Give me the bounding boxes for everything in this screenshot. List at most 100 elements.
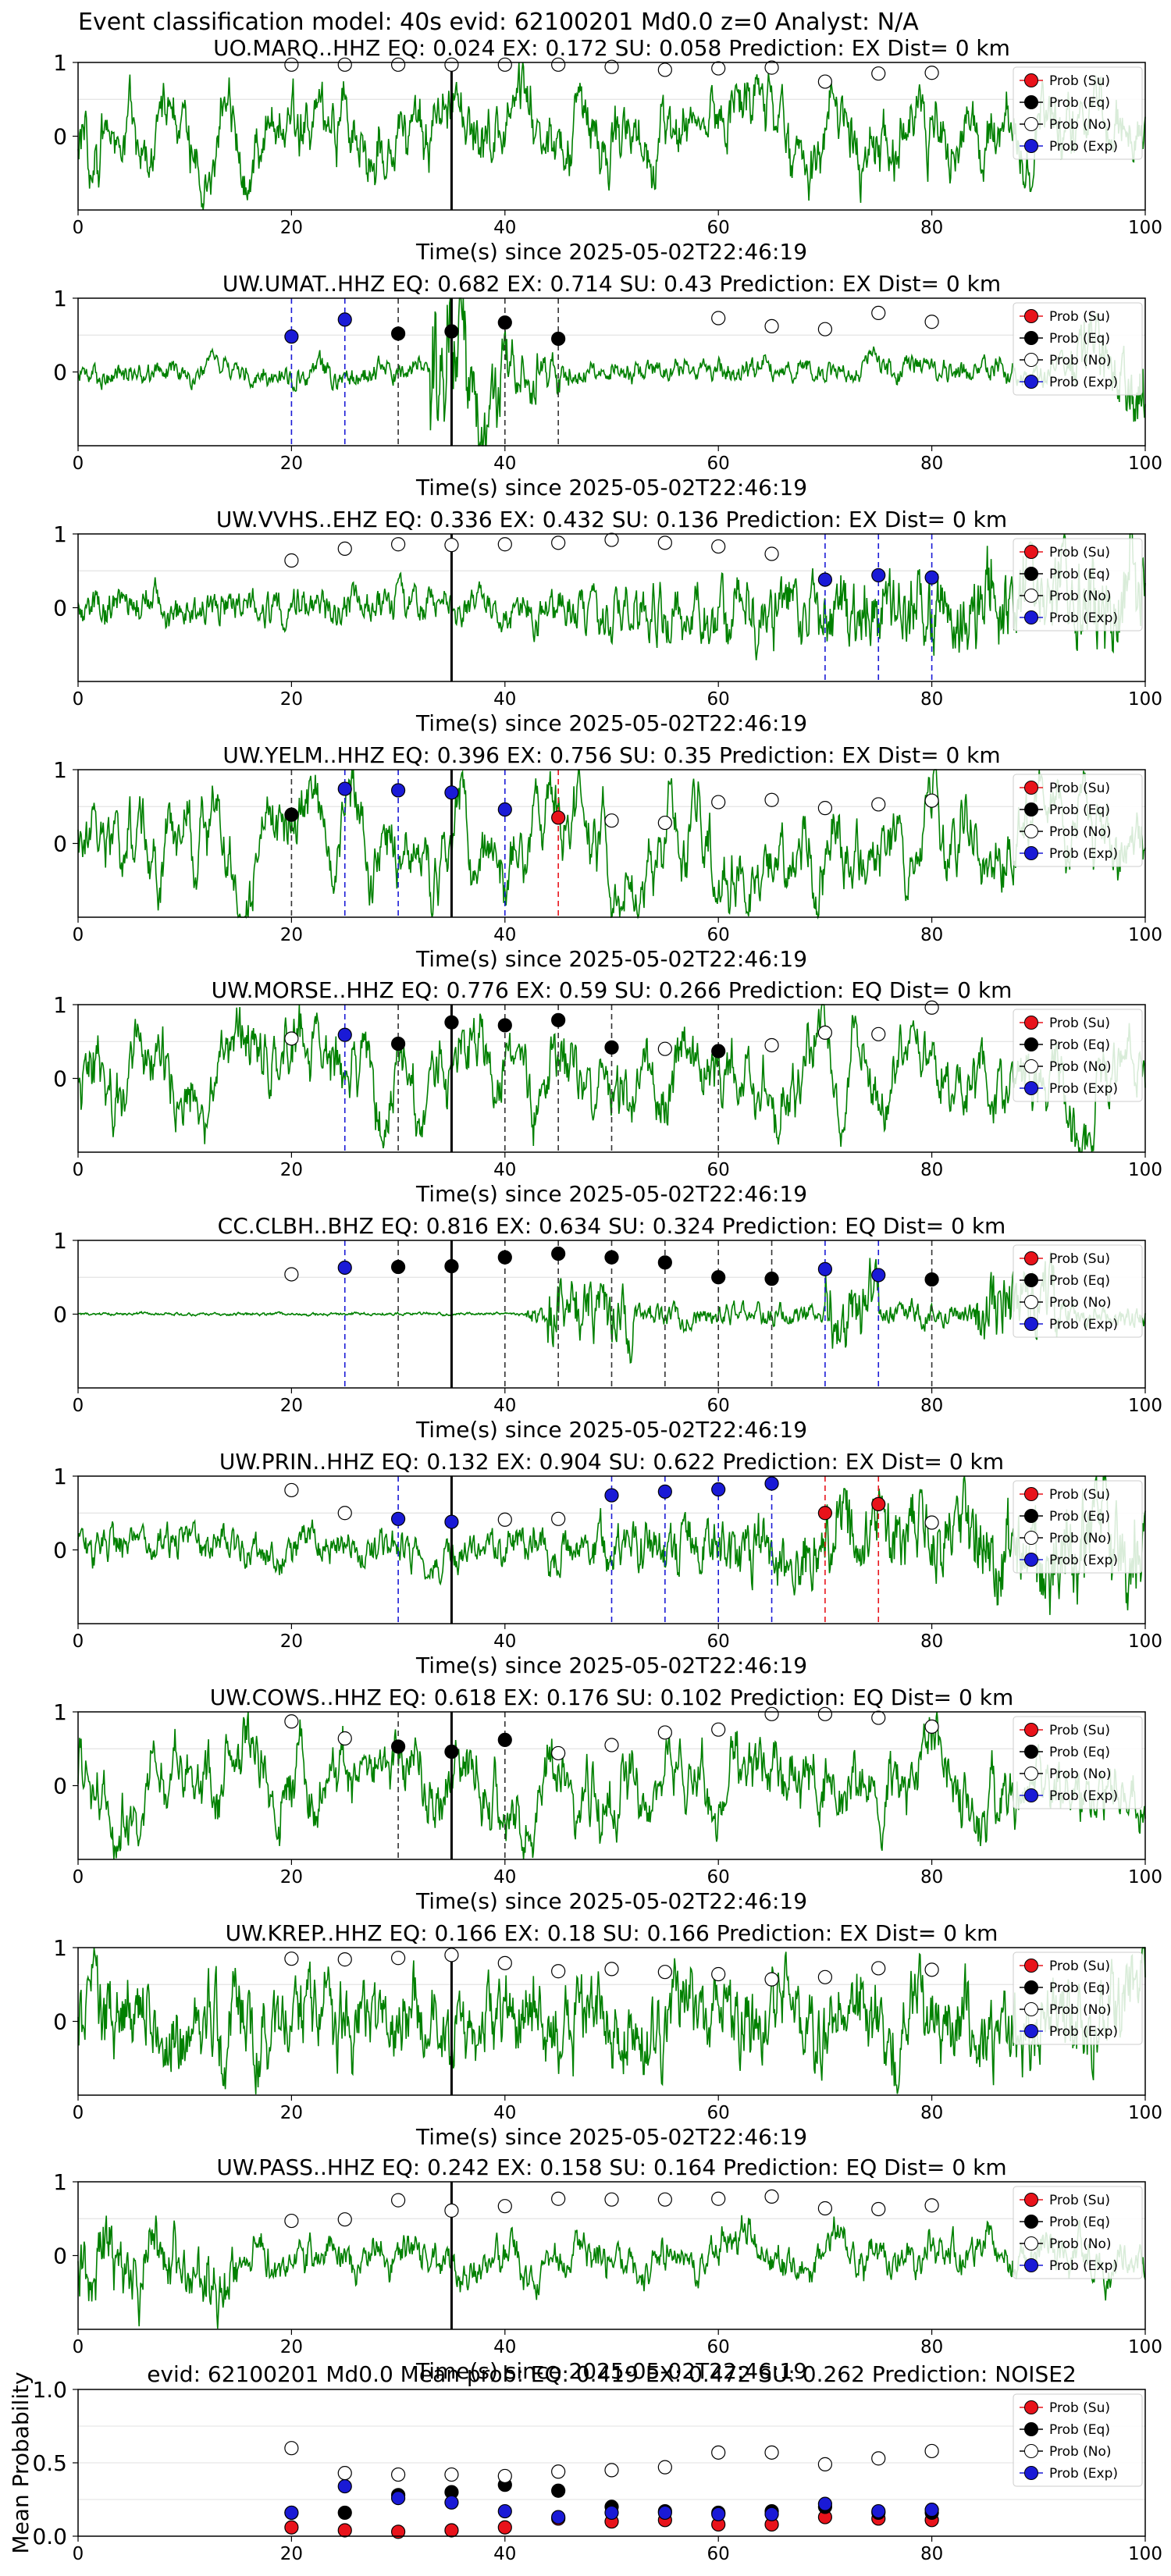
x-tick-label: 40 xyxy=(493,1631,516,1652)
x-tick-label: 60 xyxy=(707,689,730,710)
prob-point-no xyxy=(497,57,512,72)
y-tick-label: 1 xyxy=(53,757,67,783)
x-axis-label: Time(s) since 2025-05-02T22:46:19 xyxy=(415,2124,807,2150)
legend-label: Prob (Su) xyxy=(1049,1016,1110,1031)
mean-point-exp xyxy=(391,2491,406,2506)
panel-title: evid: 62100201 Md0.0 Mean prob: EQ: 0.41… xyxy=(147,2361,1077,2387)
y-tick-label: 1 xyxy=(53,2169,67,2195)
legend-label: Prob (Eq) xyxy=(1049,802,1110,818)
legend-label: Prob (No) xyxy=(1049,824,1112,840)
x-tick-label: 80 xyxy=(920,689,943,710)
prob-point-no xyxy=(551,1964,566,1979)
legend-marker-eq xyxy=(1024,1037,1038,1051)
legend-marker-exp xyxy=(1024,610,1038,624)
y-tick-label: 0 xyxy=(53,1538,67,1564)
legend-marker-eq xyxy=(1024,1980,1038,1994)
prob-point-no xyxy=(604,1962,619,1976)
x-tick-label: 80 xyxy=(920,925,943,945)
x-tick-label: 0 xyxy=(73,1160,84,1180)
legend-box xyxy=(1013,538,1143,632)
legend-label: Prob (Su) xyxy=(1049,73,1110,89)
prob-point-no xyxy=(497,537,512,552)
x-tick-label: 0 xyxy=(73,925,84,945)
legend-label: Prob (Eq) xyxy=(1049,1273,1110,1289)
legend-box xyxy=(1013,302,1143,396)
mean-point-su xyxy=(337,2523,352,2538)
prob-point-no xyxy=(551,1745,566,1761)
prob-point-eq xyxy=(444,1258,459,1274)
x-tick-label: 100 xyxy=(1128,1396,1162,1416)
legend-label: Prob (Eq) xyxy=(1049,567,1110,582)
prob-point-no xyxy=(391,2193,406,2208)
prob-point-no xyxy=(284,1482,299,1498)
prob-point-no xyxy=(871,1961,886,1976)
x-tick-label: 20 xyxy=(280,218,303,238)
prob-point-no xyxy=(551,57,566,72)
y-tick-label: 1 xyxy=(53,50,67,76)
legend-label: Prob (Exp) xyxy=(1049,375,1118,390)
x-tick-label: 0 xyxy=(73,1396,84,1416)
prob-point-no xyxy=(817,74,833,89)
prob-point-no xyxy=(817,1706,833,1721)
prob-point-no xyxy=(924,1962,939,1977)
prob-point-eq xyxy=(551,1246,566,1261)
mean-point-eq xyxy=(551,2483,566,2498)
x-tick-label: 20 xyxy=(280,2337,303,2357)
prob-point-exp xyxy=(337,1260,352,1276)
waveform-trace xyxy=(77,533,1146,660)
y-tick-label: 0 xyxy=(53,1302,67,1328)
y-tick-label: 0 xyxy=(53,124,67,150)
station-panel: UW.UMAT..HHZ EQ: 0.682 EX: 0.714 SU: 0.4… xyxy=(53,271,1162,500)
legend-label: Prob (No) xyxy=(1049,2444,1112,2460)
x-tick-label: 40 xyxy=(493,1160,516,1180)
prob-point-exp xyxy=(711,1482,726,1497)
prob-point-no xyxy=(551,2191,566,2206)
prob-point-no xyxy=(337,1731,352,1746)
mean-point-su xyxy=(444,2523,459,2538)
panel-title: UO.MARQ..HHZ EQ: 0.024 EX: 0.172 SU: 0.0… xyxy=(213,35,1010,61)
prob-point-eq xyxy=(551,1012,566,1027)
x-tick-label: 80 xyxy=(920,2103,943,2123)
station-panel: UW.KREP..HHZ EQ: 0.166 EX: 0.18 SU: 0.16… xyxy=(53,1920,1162,2150)
legend-marker-exp xyxy=(1024,2258,1038,2272)
x-tick-label: 100 xyxy=(1128,2337,1162,2357)
legend-label: Prob (Eq) xyxy=(1049,1509,1110,1525)
mean-point-no xyxy=(817,2457,833,2471)
x-tick-label: 100 xyxy=(1128,689,1162,710)
prob-point-no xyxy=(711,795,726,809)
legend-marker-eq xyxy=(1024,802,1038,817)
panel-title: UW.PASS..HHZ EQ: 0.242 EX: 0.158 SU: 0.1… xyxy=(216,2154,1006,2180)
prob-point-eq xyxy=(924,1272,939,1287)
legend-label: Prob (Exp) xyxy=(1049,1553,1118,1568)
legend-marker-exp xyxy=(1024,139,1038,153)
station-panel: UO.MARQ..HHZ EQ: 0.024 EX: 0.172 SU: 0.0… xyxy=(53,35,1162,265)
prob-point-eq xyxy=(604,1040,619,1055)
x-tick-label: 100 xyxy=(1128,2544,1162,2564)
prob-point-eq xyxy=(391,1739,406,1754)
panel-title: CC.CLBH..BHZ EQ: 0.816 EX: 0.634 SU: 0.3… xyxy=(218,1213,1006,1239)
mean-point-no xyxy=(924,2443,939,2459)
prob-point-eq xyxy=(391,326,406,341)
prob-point-no xyxy=(764,546,779,561)
legend-label: Prob (Eq) xyxy=(1049,1980,1110,1996)
prob-point-su xyxy=(551,810,566,825)
mean-point-no xyxy=(391,2467,406,2482)
prob-point-no xyxy=(924,1719,939,1734)
prob-point-no xyxy=(604,813,619,828)
prob-point-no xyxy=(284,1714,299,1729)
prob-point-no xyxy=(604,2192,619,2207)
legend-label: Prob (No) xyxy=(1049,1767,1112,1782)
prob-point-exp xyxy=(391,783,406,798)
prob-point-no xyxy=(444,2203,459,2218)
y-tick-label: 1 xyxy=(53,1699,67,1725)
legend-marker-eq xyxy=(1024,1273,1038,1287)
mean-point-no xyxy=(764,2445,779,2460)
prob-point-exp xyxy=(871,1268,886,1283)
x-tick-label: 40 xyxy=(493,925,516,945)
legend-label: Prob (Exp) xyxy=(1049,1788,1118,1804)
prob-point-no xyxy=(764,1037,779,1053)
x-tick-label: 0 xyxy=(73,218,84,238)
legend-label: Prob (Su) xyxy=(1049,2193,1110,2208)
legend-label: Prob (Eq) xyxy=(1049,1745,1110,1760)
y-tick-label: 1 xyxy=(53,1464,67,1489)
